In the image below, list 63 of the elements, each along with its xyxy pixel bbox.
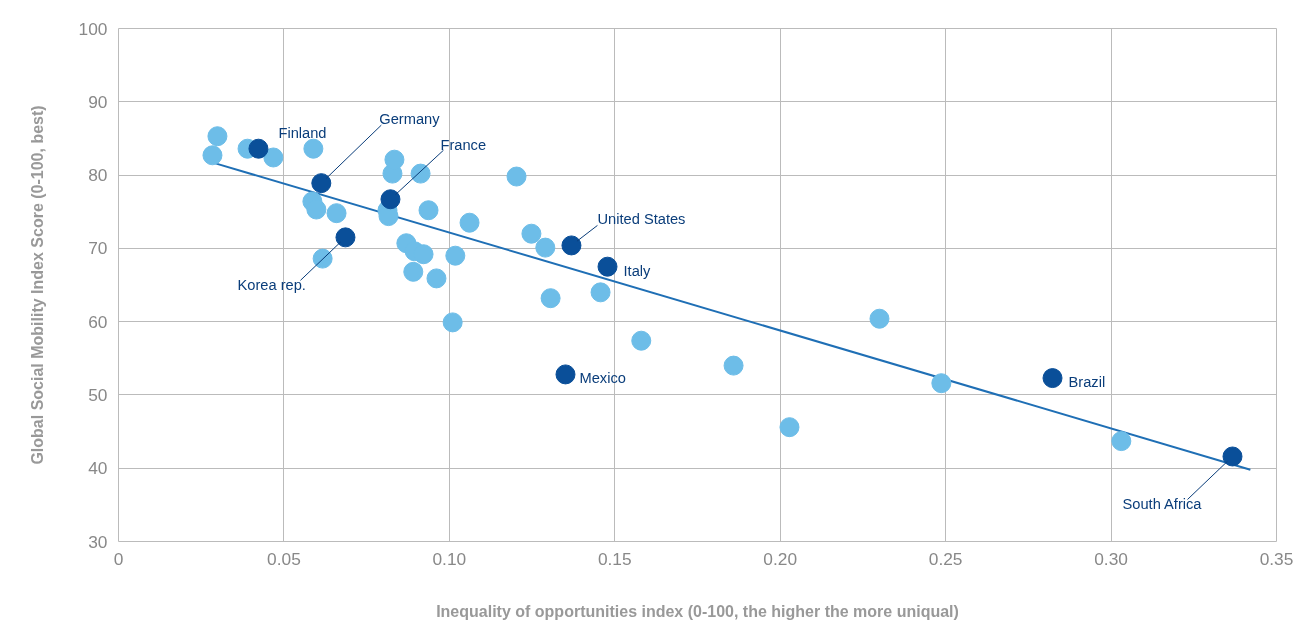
annotation: Germany (379, 111, 441, 128)
point (535, 237, 556, 258)
x-tick-label: 0.25 (928, 548, 963, 569)
point (597, 256, 618, 277)
point (445, 245, 466, 266)
point (506, 166, 527, 187)
y-tick-label: 80 (88, 165, 108, 186)
point (311, 173, 332, 194)
point (248, 138, 269, 159)
point (326, 203, 347, 224)
point (418, 200, 439, 221)
annotation: Finland (278, 124, 327, 141)
annotation: Italy (623, 262, 652, 279)
point (540, 288, 561, 309)
point (207, 126, 228, 147)
y-tick-label: 60 (88, 311, 108, 332)
point (442, 312, 463, 333)
x-tick-label: 0 (113, 548, 124, 569)
x-tick-label: 0.15 (597, 548, 632, 569)
y-tick-label: 30 (88, 531, 108, 552)
x-tick-label: 0.10 (432, 548, 467, 569)
annotation: Mexico (579, 370, 626, 387)
y-tick-label: 70 (88, 238, 108, 259)
point (723, 355, 744, 376)
point (931, 373, 952, 394)
point (521, 223, 542, 244)
point (1111, 431, 1132, 452)
point (590, 282, 611, 303)
x-tick-label: 0.20 (763, 548, 798, 569)
y-tick-label: 50 (88, 384, 108, 405)
y-axis-title: Global Social Mobility Index Score (0-100, best) (28, 105, 46, 465)
annotation: United States (597, 211, 686, 228)
annotation: South Africa (1122, 496, 1203, 513)
y-tick-label: 40 (88, 458, 108, 479)
y-tick-label: 90 (88, 91, 108, 112)
point (555, 364, 576, 385)
point (263, 147, 284, 168)
y-tick-label: 100 (78, 18, 108, 39)
annotation: France (440, 137, 487, 154)
point (335, 227, 356, 248)
point (779, 417, 800, 438)
point (426, 268, 447, 289)
point (306, 199, 327, 220)
point (631, 330, 652, 351)
point (303, 138, 324, 159)
point (1042, 368, 1063, 389)
point (202, 145, 223, 166)
x-axis-title: Inequality of opportunities index (0-100, the higher the more uniqual) (436, 602, 959, 620)
point (561, 235, 582, 256)
point (403, 261, 424, 282)
point (410, 163, 431, 184)
point (413, 244, 434, 265)
annotation: Korea rep. (237, 277, 306, 294)
annotation: Brazil (1068, 374, 1106, 391)
x-tick-label: 0.30 (1094, 548, 1128, 569)
point (1222, 446, 1243, 467)
point (312, 248, 333, 269)
point (380, 189, 401, 210)
point (459, 212, 480, 233)
point (869, 308, 890, 329)
x-tick-label: 0.05 (267, 548, 301, 569)
x-tick-label: 0.35 (1259, 548, 1294, 569)
point (384, 149, 405, 170)
